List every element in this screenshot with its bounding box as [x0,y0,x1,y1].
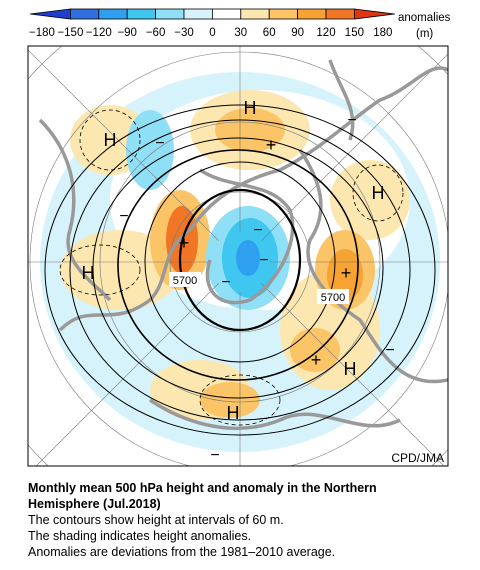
height-contour [92,137,384,399]
anomaly-shading [290,328,340,372]
anomaly-shading [200,382,260,418]
high-label: H [344,359,357,379]
colorbar-segment [98,8,128,20]
colorbar-label: 30 [234,27,247,39]
colorbar-label: 60 [263,27,276,39]
contour-label: 5700 [173,275,197,287]
colorbar-segment [126,8,156,20]
contour-label-bg [169,272,201,287]
minus-label: − [221,274,230,291]
colorbar-segment [297,8,327,20]
coastline [58,66,448,332]
anomaly-contour [59,244,141,296]
figure: −180 −150 −120 −90 −60 −30 0 30 60 90 120 150 180 ano… [27,8,451,467]
contour-label: 5700 [321,292,345,304]
minus-label: − [347,112,356,129]
colorbar-segment [70,8,100,20]
coastline [199,168,295,305]
plus-label: + [179,233,190,253]
colorbar-label: −30 [174,27,194,39]
minus-label: − [119,208,128,225]
coastline [149,398,401,430]
colorbar-segment [183,8,213,20]
anomaly-contour [352,164,404,222]
colorbar-label: 180 [373,27,392,39]
anomaly-contour [199,374,281,426]
height-contour [69,119,411,421]
minus-label: − [385,342,394,359]
height-contour [44,104,436,436]
caption-line: Anomalies are deviations from the 1981–2… [28,545,336,559]
anomaly-shading [236,240,260,276]
meridian [28,49,219,241]
height-contour [117,149,359,381]
colorbar-label: −90 [117,27,137,39]
high-label: H [227,403,240,423]
minus-label: − [259,252,268,269]
colorbar-segment [325,8,355,20]
anomaly-shading [330,160,410,240]
coastline [328,59,355,141]
colorbar-label: −150 [57,27,83,39]
plus-label: + [266,135,277,155]
caption-title: Hemisphere (Jul.2018) [28,497,161,511]
colorbar-segment [211,8,242,20]
colorbar-end [353,8,395,20]
colorbar-label: −120 [86,27,112,39]
colorbar-title: anomalies [398,12,451,24]
coastline [38,118,112,302]
colorbar-label: −180 [29,27,55,39]
minus-label: − [253,222,262,239]
colorbar-end [29,8,71,20]
plus-label: + [311,350,322,370]
colorbar-label: −60 [146,27,166,39]
map: H H H H H H + + + + − − − − − − − − 5700 5700 CPD/JMA [28,46,448,466]
contour-label-bg [317,289,349,304]
high-label: H [104,130,117,150]
colorbar-label: 0 [209,27,215,39]
caption-line: The contours show height at intervals of… [28,513,284,527]
high-label: H [372,183,385,203]
anomaly-contour [79,109,141,171]
plus-label: + [341,263,352,283]
colorbar-segment [155,8,185,20]
meridian [35,283,219,466]
high-label: H [82,263,95,283]
caption-line: The shading indicates height anomalies. [28,529,252,543]
minus-label: − [210,447,219,464]
anomaly-shading [60,230,180,310]
caption-title: Monthly mean 500 hPa height and anomaly … [28,481,377,495]
height-contour [178,188,302,332]
credit: CPD/JMA [391,451,444,465]
colorbar-label: 120 [316,27,335,39]
height-contour [144,161,336,363]
high-label: H [244,98,257,118]
colorbar-unit: (m) [416,28,433,40]
colorbar-segment [240,8,270,20]
colorbar-segment [268,8,299,20]
colorbar-label: 150 [345,27,364,39]
meridian [261,283,445,466]
minus-label: − [155,135,164,152]
coastline [298,149,448,384]
colorbar-label: 90 [291,27,304,39]
map-frame [27,45,449,467]
